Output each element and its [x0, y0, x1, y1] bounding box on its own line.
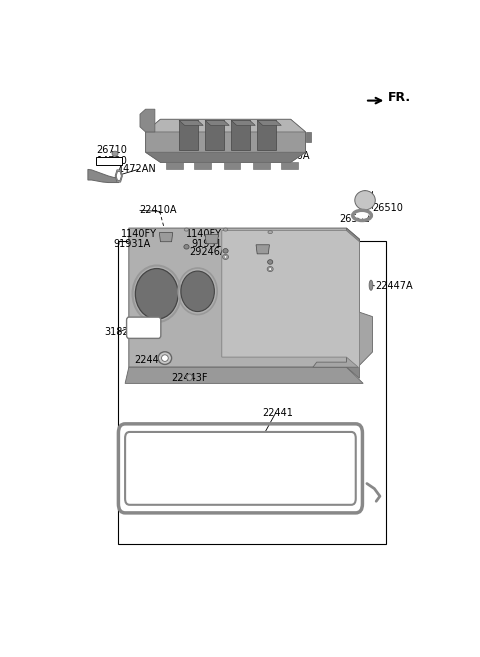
Text: FR.: FR. — [388, 91, 411, 104]
Text: 1140FY: 1140FY — [120, 229, 156, 239]
Polygon shape — [145, 152, 305, 162]
Text: 14720: 14720 — [97, 156, 128, 166]
Text: 26710: 26710 — [96, 145, 127, 154]
Polygon shape — [313, 311, 372, 367]
Polygon shape — [88, 170, 119, 183]
Text: 29246A: 29246A — [190, 247, 227, 258]
Ellipse shape — [162, 355, 168, 361]
Polygon shape — [194, 162, 211, 169]
Text: 29246A: 29246A — [251, 265, 288, 275]
Polygon shape — [256, 245, 269, 254]
Polygon shape — [253, 162, 270, 169]
Polygon shape — [347, 228, 360, 378]
Text: 91931: 91931 — [253, 256, 284, 267]
Text: 26502: 26502 — [339, 214, 370, 224]
Ellipse shape — [184, 244, 189, 249]
Text: 31822: 31822 — [104, 327, 135, 337]
Ellipse shape — [184, 228, 189, 231]
FancyBboxPatch shape — [127, 317, 161, 338]
Text: 91931A: 91931A — [113, 239, 150, 249]
Ellipse shape — [181, 271, 215, 311]
Bar — [96, 157, 122, 165]
Text: 26510: 26510 — [372, 203, 403, 213]
Text: 22447A: 22447A — [375, 281, 413, 291]
Text: 22440A: 22440A — [272, 150, 310, 161]
Polygon shape — [257, 120, 276, 150]
Polygon shape — [257, 120, 281, 125]
Polygon shape — [140, 109, 155, 132]
FancyBboxPatch shape — [125, 432, 356, 505]
Text: 1140FY: 1140FY — [186, 229, 222, 239]
Ellipse shape — [112, 151, 118, 156]
Polygon shape — [205, 120, 229, 125]
Polygon shape — [115, 170, 122, 182]
Polygon shape — [179, 120, 198, 150]
Polygon shape — [145, 120, 305, 132]
Polygon shape — [159, 233, 173, 242]
Polygon shape — [205, 235, 218, 244]
Ellipse shape — [269, 268, 272, 270]
Ellipse shape — [268, 231, 273, 234]
Ellipse shape — [223, 254, 228, 260]
Polygon shape — [129, 228, 360, 367]
Polygon shape — [125, 367, 363, 384]
Ellipse shape — [355, 191, 375, 210]
Polygon shape — [281, 162, 298, 169]
Ellipse shape — [267, 267, 273, 271]
Ellipse shape — [158, 351, 172, 365]
Ellipse shape — [135, 269, 178, 319]
Polygon shape — [179, 120, 203, 125]
Polygon shape — [305, 132, 311, 142]
Polygon shape — [205, 120, 224, 150]
Text: 91931: 91931 — [191, 238, 222, 249]
Polygon shape — [231, 120, 255, 125]
Text: 22443F: 22443F — [171, 373, 207, 383]
Text: 22441: 22441 — [263, 408, 294, 418]
Ellipse shape — [186, 374, 192, 380]
Ellipse shape — [267, 260, 273, 264]
Ellipse shape — [369, 280, 373, 290]
Polygon shape — [145, 120, 305, 162]
Polygon shape — [166, 162, 183, 169]
Ellipse shape — [356, 212, 369, 219]
Ellipse shape — [223, 248, 228, 253]
Ellipse shape — [223, 228, 228, 231]
Ellipse shape — [224, 256, 227, 258]
Bar — [118, 240, 385, 544]
Text: 22410A: 22410A — [139, 206, 177, 215]
Text: 22443B: 22443B — [134, 355, 172, 365]
Polygon shape — [224, 162, 240, 169]
Polygon shape — [116, 171, 121, 181]
Text: 1140FY: 1140FY — [249, 247, 285, 257]
Text: 1472AN: 1472AN — [118, 164, 156, 174]
Polygon shape — [231, 120, 250, 150]
Polygon shape — [222, 231, 360, 368]
